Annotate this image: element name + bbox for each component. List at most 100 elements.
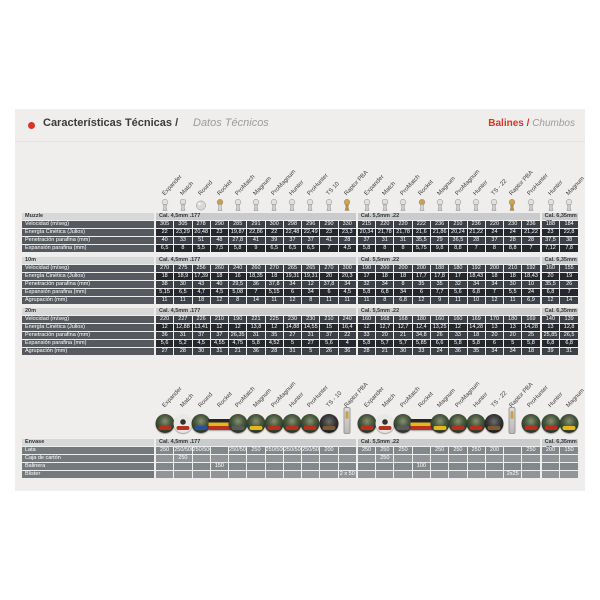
- cell: 4: [338, 340, 356, 347]
- cell: 160: [357, 316, 376, 323]
- raptor-pba-blister-icon: [508, 407, 516, 434]
- round-tin-icon: [191, 414, 211, 433]
- promatch-pellet-icon: [233, 199, 242, 211]
- cell: [522, 463, 540, 470]
- cell: 18: [265, 273, 283, 280]
- icon-cell: Magnum: [430, 359, 456, 435]
- caliber-header: Cal. 4,5mm .177: [156, 213, 356, 220]
- cell: 4,5: [338, 289, 356, 296]
- cell: 28: [265, 348, 283, 355]
- magnum-tin-icon: [246, 414, 266, 433]
- cell: 6: [485, 340, 504, 347]
- cell: 22: [338, 332, 356, 339]
- cell: 12,88: [174, 324, 192, 331]
- cell: 188: [431, 265, 449, 272]
- cell: 2 x 50: [338, 471, 356, 478]
- row-label: Caja de cartón: [22, 455, 154, 462]
- row-label: Lata: [22, 447, 154, 454]
- icon-label: Magnum: [565, 387, 586, 409]
- cell: 15: [320, 324, 338, 331]
- cell: 28: [174, 348, 192, 355]
- icon-cell: Rocket: [211, 139, 233, 211]
- cell: 5,8: [522, 340, 540, 347]
- cell: 4,52: [265, 340, 283, 347]
- cell: 7: [320, 245, 338, 252]
- cell: 6,8: [560, 340, 578, 347]
- cell: 222: [412, 221, 430, 228]
- cell: 6,5: [156, 245, 174, 252]
- cell: [394, 463, 412, 470]
- cell: 8: [485, 245, 504, 252]
- cell: 31: [283, 348, 302, 355]
- cell: [522, 471, 540, 478]
- cell: 6,8: [394, 297, 412, 304]
- cell: 13: [504, 324, 522, 331]
- prohunter-pellet-icon: [526, 199, 535, 211]
- cell: 250: [467, 447, 485, 454]
- rocket-pellet-icon: [417, 199, 426, 211]
- cell: 30: [192, 348, 210, 355]
- cell: 250/500: [229, 447, 247, 454]
- cell: 28: [467, 237, 485, 244]
- icon-cell: Rocket: [412, 139, 435, 211]
- cell: 5,6: [449, 289, 467, 296]
- cell: 250: [156, 447, 174, 454]
- cell: 250: [522, 447, 540, 454]
- promagnum-tin-icon: [264, 414, 284, 433]
- cell: 5,15: [156, 289, 174, 296]
- icon-cell: Raptor PBA: [338, 139, 369, 211]
- cell: 300: [338, 265, 356, 272]
- cell: 24: [431, 348, 449, 355]
- cell: 27: [156, 348, 174, 355]
- cell: 36: [247, 281, 265, 288]
- cell: [412, 447, 430, 454]
- cell: 14: [560, 297, 578, 304]
- row-label: Penetración parafina (mm): [22, 332, 154, 339]
- cell: 12: [449, 324, 467, 331]
- raptor-pba-blister-icon: [343, 407, 351, 434]
- cell: 200: [485, 447, 504, 454]
- icon-cell: Raptor PBA: [503, 359, 535, 435]
- cell: 170: [485, 316, 504, 323]
- cell: [338, 455, 356, 462]
- caliber-group: Cal. 5,5mm .22 160 168 168 180 160 160 169 170 18…: [357, 308, 540, 355]
- cell: 20,3: [338, 273, 356, 280]
- icon-cell: Match: [376, 139, 397, 211]
- cell: 35: [467, 348, 485, 355]
- row-label: Blister: [22, 471, 154, 478]
- cell: [265, 471, 283, 478]
- cell: 23: [320, 229, 338, 236]
- cell: 250: [449, 447, 467, 454]
- caliber-header: Cal. 4,5mm .177: [156, 308, 356, 315]
- cell: 5,8: [357, 289, 376, 296]
- icon-group: Expander Match Round Rocket ProMatch Magnum Pr…: [156, 139, 369, 211]
- cell: 6,5: [265, 245, 283, 252]
- cell: 34: [302, 289, 320, 296]
- cell: 33: [412, 348, 430, 355]
- cell: 38: [560, 237, 578, 244]
- cell: 11: [357, 297, 376, 304]
- cell: 20: [541, 273, 560, 280]
- icon-cell: Match: [173, 359, 195, 435]
- cell: 18: [192, 297, 210, 304]
- cell: 160: [449, 316, 467, 323]
- header-right: Balines / Chumbos: [488, 118, 575, 129]
- cell: 11: [449, 297, 467, 304]
- cell: 34: [467, 281, 485, 288]
- cell: 12: [541, 297, 560, 304]
- cell: 18: [210, 273, 229, 280]
- cell: [431, 455, 449, 462]
- row-label: Velocidad (m/seg): [22, 316, 154, 323]
- cell: 7,8: [560, 245, 578, 252]
- row-label: Velocidad (m/seg): [22, 265, 154, 272]
- cell: 37,8: [320, 281, 338, 288]
- cell: 305: [156, 221, 174, 228]
- cell: [229, 463, 247, 470]
- cell: 30: [504, 281, 522, 288]
- icon-cell: Hunter: [282, 359, 305, 435]
- cell: 5,85: [412, 340, 430, 347]
- cell: 6: [283, 289, 302, 296]
- magnum-tin-icon: [430, 414, 450, 433]
- cell: 5: [504, 340, 522, 347]
